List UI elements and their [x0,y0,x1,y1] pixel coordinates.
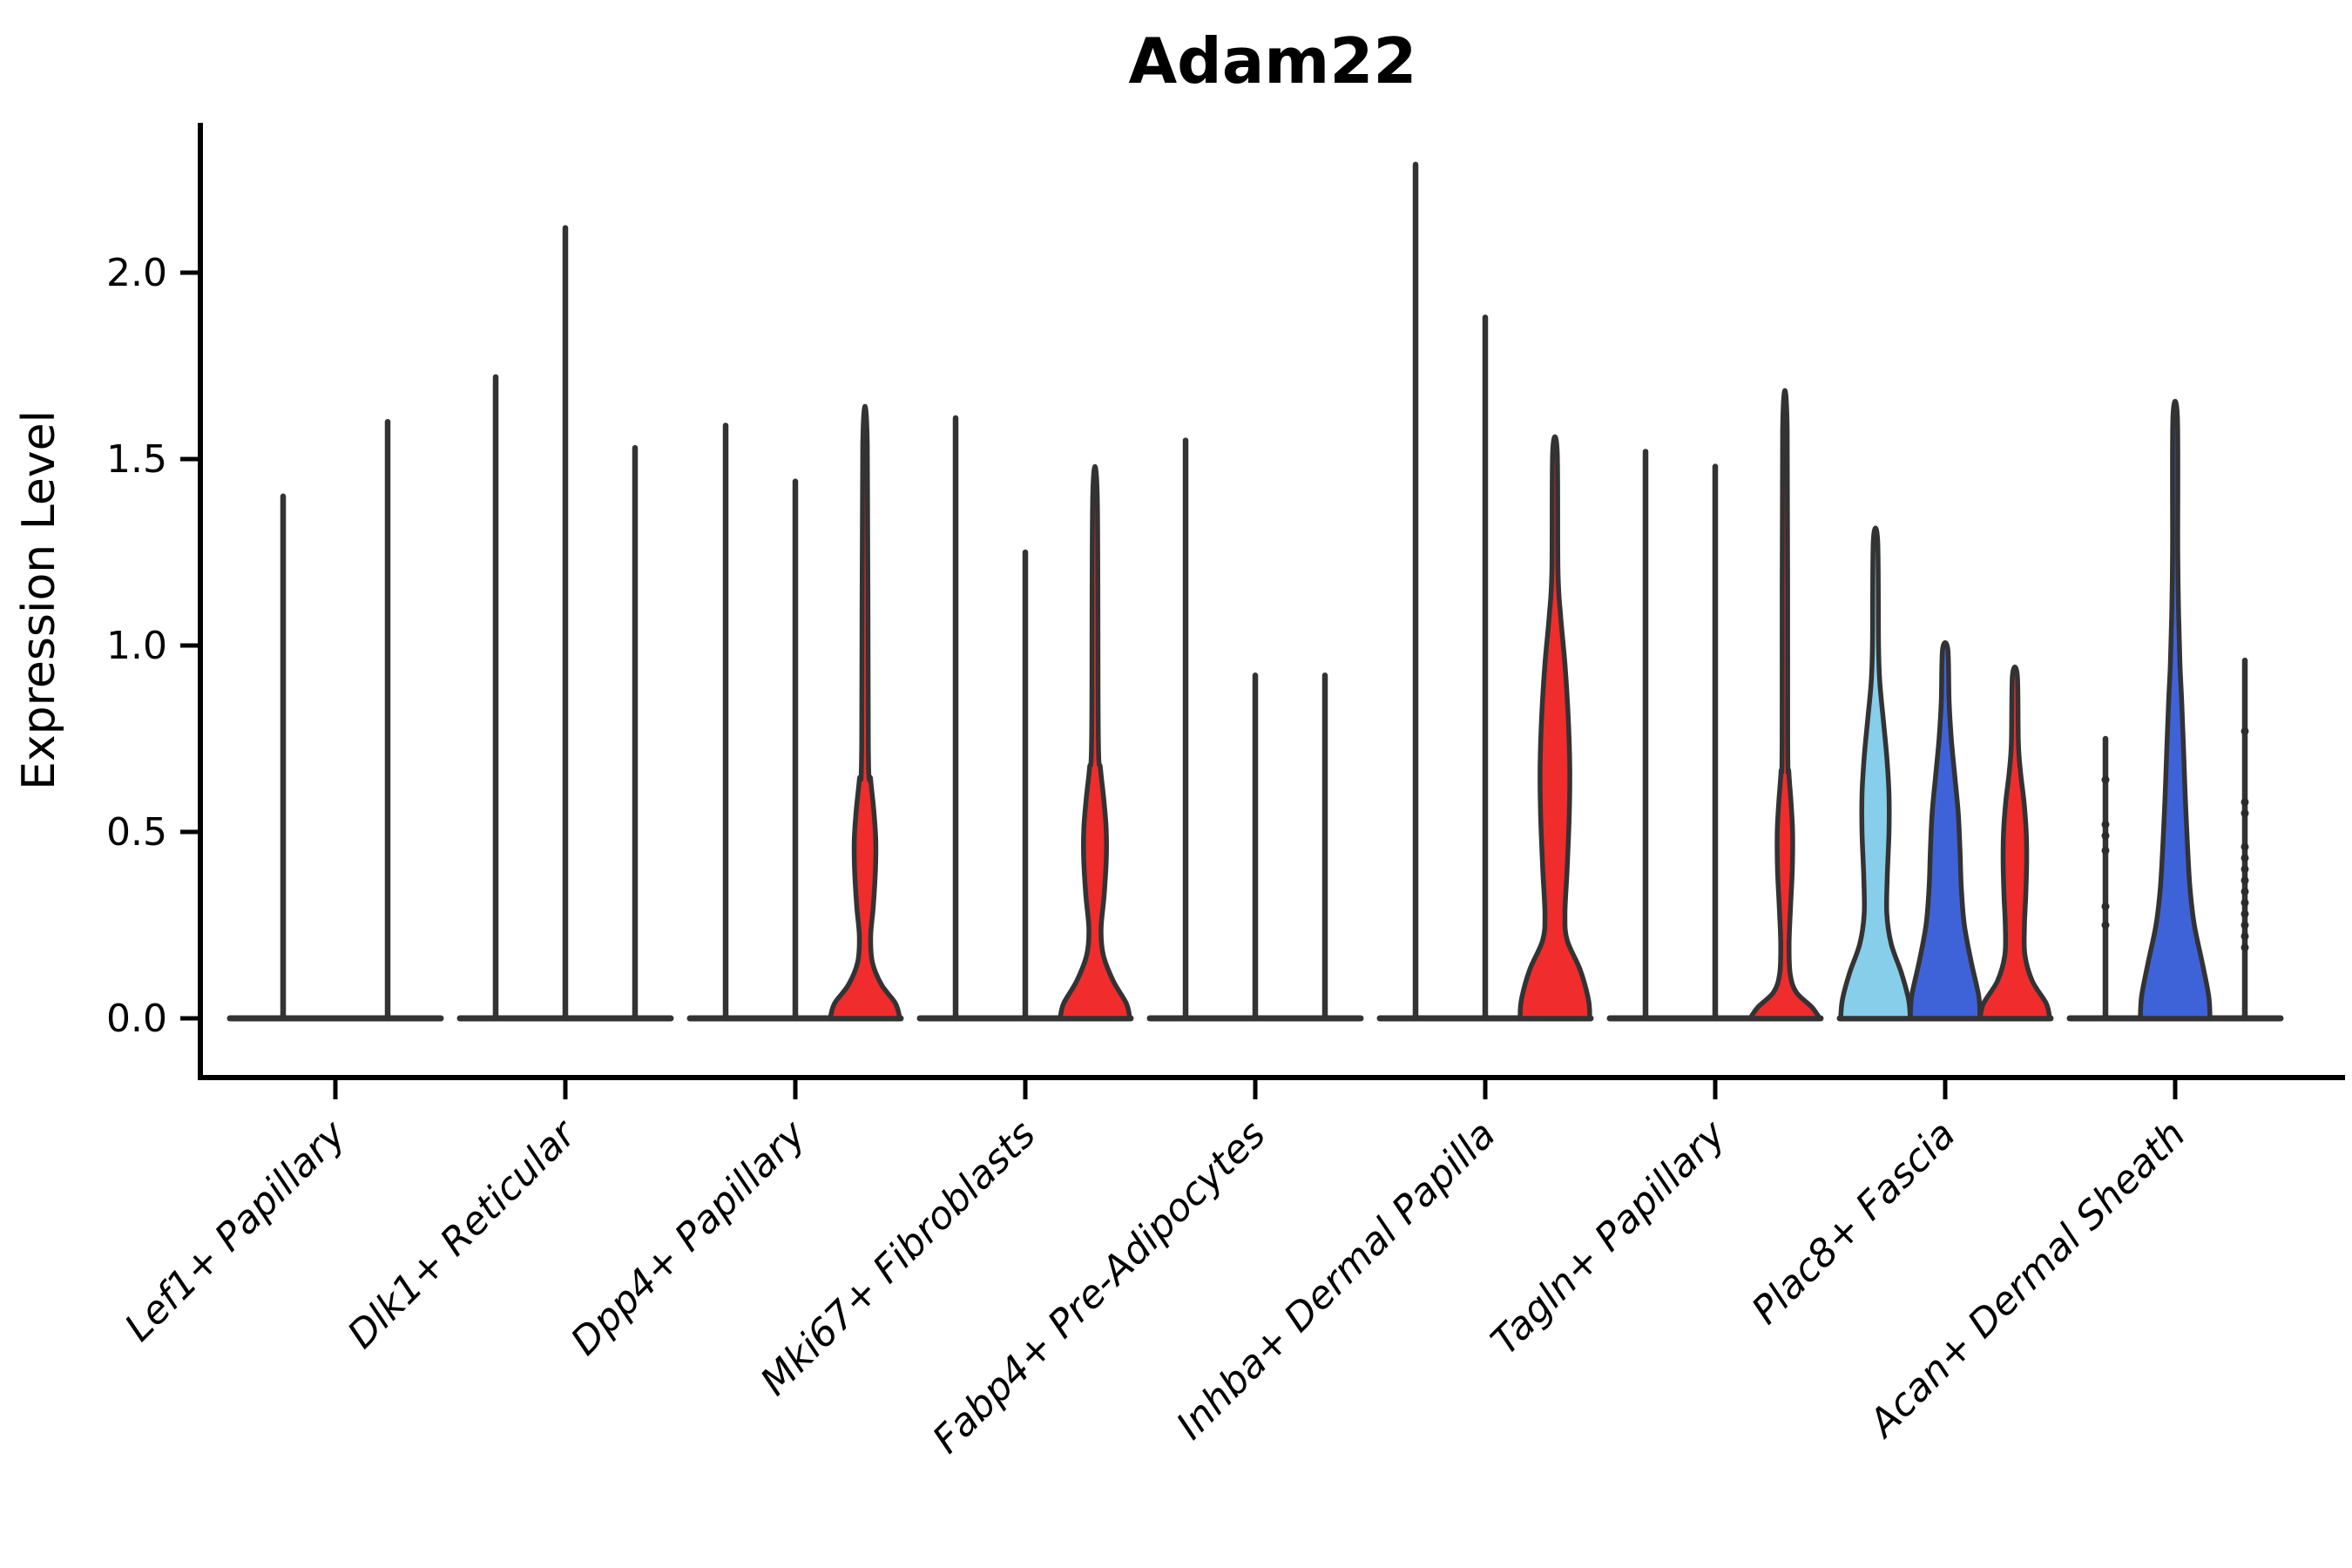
violin [1517,434,1592,1021]
jitter-point [2240,898,2249,907]
jitter-point [2101,921,2110,929]
violin-stems-layer [280,161,2248,1022]
y-tick-label: 0.0 [106,997,167,1041]
jitter-point [2240,842,2249,851]
jitter-point [2240,798,2249,807]
violin [828,404,902,1021]
jitter-point [2240,854,2249,862]
jitter-point [2240,943,2249,952]
x-tick-label: Dpp4+ Papillary [563,1112,815,1364]
y-axis-ticks: 0.0 0.5 1.0 1.5 2.0 [106,251,200,1041]
x-tick-label: Lef1+ Papillary [117,1112,355,1350]
jitter-point [2240,865,2249,874]
x-tick-label: Tagln+ Papillary [1483,1112,1734,1363]
violin [2138,398,2213,1021]
y-tick-label: 2.0 [106,251,167,295]
jitter-point [2101,902,2110,911]
jitter-point [2240,887,2249,896]
jitter-point [2101,846,2110,855]
violin [1908,640,1983,1021]
jitter-point [2101,831,2110,840]
y-tick-label: 0.5 [106,810,167,855]
jitter-point [2101,775,2110,784]
violin [1058,463,1132,1021]
jitter-point [2240,932,2249,941]
jitter-point [2240,809,2249,818]
jitter-point [2240,727,2249,735]
y-axis-label: Expression Level [13,410,65,790]
plot-title: Adam22 [1128,24,1416,98]
x-tick-label: Plac8+ Fascia [1743,1112,1963,1333]
y-tick-label: 1.5 [106,437,167,482]
jitter-point [2101,820,2110,828]
jitter-point [2240,876,2249,885]
violin [1747,388,1822,1021]
jitter-point [2240,909,2249,918]
violins-layer [828,388,2213,1021]
y-tick-label: 1.0 [106,624,167,668]
jitter-points-layer [2101,727,2249,952]
violin [1977,664,2052,1021]
jitter-point [2240,921,2249,929]
violin [1838,525,1913,1021]
x-tick-label: Dlk1+ Reticular [339,1111,585,1357]
